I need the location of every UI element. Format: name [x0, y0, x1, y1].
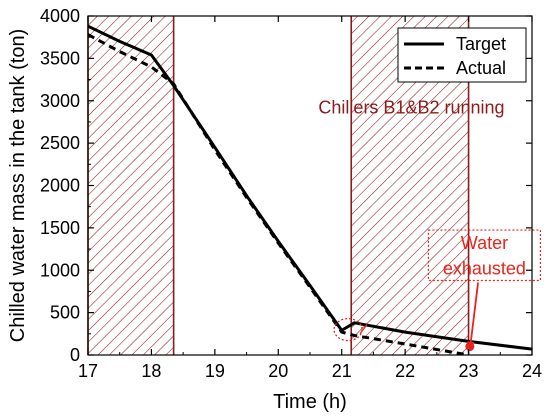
legend: Target Actual	[397, 27, 527, 83]
annotation-arrow	[468, 282, 479, 351]
jump-highlight-pointer	[359, 324, 368, 334]
y-tick-label: 4000	[40, 6, 80, 26]
series-lines	[87, 24, 533, 357]
x-tick-label: 23	[459, 361, 479, 381]
annotation-label: Water	[461, 233, 508, 253]
x-tick-label: 18	[141, 361, 161, 381]
x-axis-title: Time (h)	[273, 391, 347, 413]
annotation-label: exhausted	[443, 258, 526, 278]
legend-label-target: Target	[456, 34, 506, 54]
x-tick-label: 20	[268, 361, 288, 381]
y-tick-label: 2500	[40, 133, 80, 153]
exhaustion-marker	[465, 342, 475, 352]
y-tick-label: 3000	[40, 91, 80, 111]
series-line-actual	[87, 33, 469, 357]
y-tick-label: 2000	[40, 176, 80, 196]
x-tick-label: 19	[205, 361, 225, 381]
legend-label-actual: Actual	[456, 58, 506, 78]
y-tick-label: 500	[50, 303, 80, 323]
annotation-label: Chillers B1&B2 running	[318, 97, 504, 117]
legend-box	[397, 27, 527, 83]
annotations: Chillers B1&B2 running Water exhausted	[318, 97, 542, 352]
y-tick-label: 0	[70, 345, 80, 365]
jump-highlight-ellipse	[333, 317, 363, 342]
y-tick-label: 1500	[40, 218, 80, 238]
y-tick-label: 3500	[40, 48, 80, 68]
x-tick-label: 24	[522, 361, 542, 381]
shaded-region-0	[88, 16, 174, 355]
x-tick-label: 21	[332, 361, 352, 381]
y-tick-label: 1000	[40, 260, 80, 280]
axis-ticks: 17 18 19 20 21 22 23 24 0 500 1000 1500 2000 2500 3000…	[40, 6, 542, 381]
x-tick-label: 22	[395, 361, 415, 381]
annotation-box	[427, 229, 542, 282]
x-tick-label: 17	[78, 361, 98, 381]
y-axis-title: Chilled water mass in the tank (ton)	[7, 29, 29, 342]
